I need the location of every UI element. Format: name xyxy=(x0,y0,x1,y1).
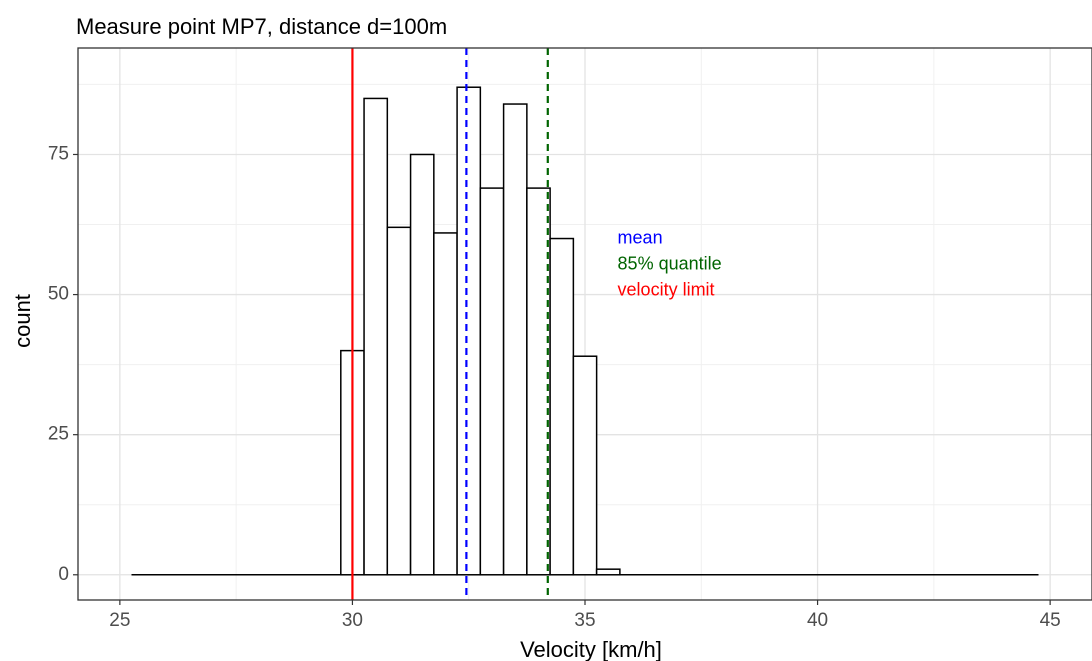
histogram-bar xyxy=(409,153,435,576)
y-tick-label: 75 xyxy=(48,143,69,164)
histogram-bar xyxy=(549,237,575,576)
quantile85-annotation: 85% quantile xyxy=(618,254,722,274)
histogram-bar xyxy=(526,187,551,576)
histogram-bar xyxy=(572,355,598,576)
velocity-limit-annotation: velocity limit xyxy=(618,279,715,299)
mean-annotation: mean xyxy=(618,227,663,247)
histogram-bar xyxy=(386,226,412,576)
y-tick-label: 0 xyxy=(58,564,69,585)
histogram-bar xyxy=(502,103,528,576)
y-axis-ticks: 0 25 50 75 xyxy=(48,143,78,585)
chart-title: Measure point MP7, distance d=100m xyxy=(76,14,447,39)
histogram-bar xyxy=(433,232,458,576)
y-tick-label: 50 xyxy=(48,284,69,305)
x-axis-label: Velocity [km/h] xyxy=(520,637,662,661)
x-tick-label: 25 xyxy=(109,610,130,631)
x-tick-label: 45 xyxy=(1040,610,1061,631)
x-axis-ticks: 25 30 35 40 45 xyxy=(109,600,1061,631)
x-tick-label: 40 xyxy=(807,610,828,631)
y-tick-label: 25 xyxy=(48,424,69,445)
histogram-bar xyxy=(595,568,621,576)
histogram-bars xyxy=(340,86,621,576)
histogram-bar xyxy=(363,97,389,576)
reference-lines xyxy=(351,48,549,600)
histogram-bar xyxy=(456,86,482,576)
histogram-bar xyxy=(479,187,505,576)
y-axis-label: count xyxy=(10,294,35,348)
x-tick-label: 35 xyxy=(574,610,595,631)
annotations: mean 85% quantile velocity limit xyxy=(618,227,722,299)
x-tick-label: 30 xyxy=(342,610,363,631)
